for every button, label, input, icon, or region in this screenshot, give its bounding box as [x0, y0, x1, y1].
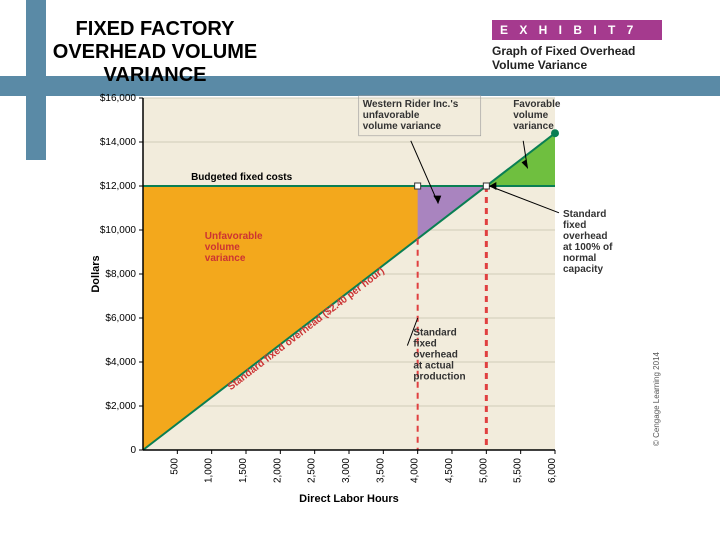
xtick-label: 5,000: [478, 458, 489, 483]
ytick-label: $16,000: [100, 93, 137, 104]
title-text: FIXED FACTORY OVERHEAD VOLUME VARIANCE: [53, 18, 257, 86]
page-title: FIXED FACTORY OVERHEAD VOLUME VARIANCE: [40, 18, 270, 87]
chart-container: 0 $2,000 $4,000 $6,000 $8,000 $10,000 $12,000 $…: [85, 88, 665, 508]
variance-chart: 0 $2,000 $4,000 $6,000 $8,000 $10,000 $12,000 $…: [85, 88, 665, 508]
xtick-label: 5,500: [513, 458, 524, 483]
ytick-label: 0: [130, 445, 136, 456]
ytick-label: $14,000: [100, 137, 137, 148]
xtick-label: 3,500: [375, 458, 386, 483]
xtick-label: 1,500: [238, 458, 249, 483]
xtick-label: 4,500: [444, 458, 455, 483]
annot-normal: Standardfixedoverheadat 100% ofnormalcap…: [563, 209, 613, 275]
xtick-label: 2,000: [272, 458, 283, 483]
x-axis-label: Direct Labor Hours: [299, 493, 399, 505]
annot-budget: Budgeted fixed costs: [191, 172, 293, 183]
slide: FIXED FACTORY OVERHEAD VOLUME VARIANCE E…: [0, 0, 720, 540]
copyright-text: © Cengage Learning 2014: [652, 351, 661, 446]
ytick-label: $4,000: [105, 357, 136, 368]
xtick-label: 1,000: [204, 458, 215, 483]
y-axis-label: Dollars: [90, 255, 102, 292]
exhibit-box: E X H I B I T 7 Graph of Fixed Overhead …: [492, 20, 662, 73]
xtick-label: 2,500: [307, 458, 318, 483]
ytick-label: $10,000: [100, 225, 137, 236]
exhibit-tag: E X H I B I T 7: [492, 20, 662, 40]
xtick-label: 6,000: [547, 458, 558, 483]
exhibit-label: Graph of Fixed Overhead Volume Variance: [492, 44, 662, 73]
ytick-label: $12,000: [100, 181, 137, 192]
xtick-label: 3,000: [341, 458, 352, 483]
ytick-label: $8,000: [105, 269, 136, 280]
ytick-label: $6,000: [105, 313, 136, 324]
marker-normal: [483, 183, 489, 189]
xtick-label: 4,000: [410, 458, 421, 483]
xtick-label: 500: [169, 458, 180, 475]
marker-actual: [415, 183, 421, 189]
ytick-label: $2,000: [105, 401, 136, 412]
